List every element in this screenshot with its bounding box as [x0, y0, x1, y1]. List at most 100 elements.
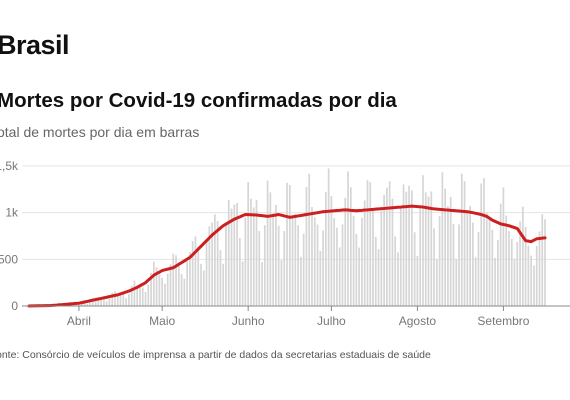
- daily-death-bar: [227, 200, 230, 306]
- daily-death-bar: [533, 265, 535, 306]
- daily-death-bar: [372, 208, 374, 306]
- daily-death-bar: [200, 263, 202, 306]
- daily-death-bar: [408, 185, 410, 306]
- daily-death-bar: [510, 238, 513, 306]
- daily-death-bar: [147, 284, 150, 306]
- y-axis-ticks: 0 500 1k 1,5k: [0, 159, 19, 313]
- daily-death-bar: [105, 301, 108, 306]
- daily-death-bar: [508, 231, 510, 306]
- daily-death-bar: [527, 245, 530, 306]
- y-tick-label: 0: [11, 299, 18, 313]
- daily-death-bar: [128, 294, 130, 306]
- daily-death-bar: [435, 259, 438, 306]
- daily-death-bar: [460, 173, 463, 306]
- daily-death-bar: [263, 225, 266, 306]
- moving-average-line: [27, 204, 547, 308]
- daily-death-bar: [108, 298, 111, 306]
- daily-death-bar: [416, 255, 419, 306]
- daily-death-bar: [433, 228, 435, 306]
- daily-death-bar: [463, 181, 466, 306]
- daily-death-bar: [241, 261, 244, 306]
- daily-death-bar: [424, 192, 427, 306]
- daily-death-bar: [477, 231, 480, 306]
- daily-death-bar: [94, 297, 97, 306]
- daily-death-bar: [430, 191, 433, 306]
- daily-death-bar: [294, 213, 297, 306]
- daily-death-bar: [366, 180, 369, 306]
- daily-death-bar: [485, 212, 488, 306]
- daily-death-bar: [399, 206, 402, 306]
- daily-death-bar: [91, 297, 94, 306]
- daily-death-bar: [441, 172, 444, 306]
- daily-death-bar: [191, 241, 194, 306]
- daily-death-bar: [100, 297, 102, 306]
- daily-death-bar: [297, 225, 299, 306]
- daily-death-bar: [391, 198, 394, 306]
- daily-death-bar: [183, 278, 186, 306]
- x-tick-label: Setembro: [477, 314, 529, 328]
- daily-death-bar: [144, 292, 147, 306]
- daily-death-bar: [505, 215, 508, 306]
- daily-death-bar: [347, 171, 349, 306]
- daily-death-bar: [322, 230, 324, 306]
- x-tick-label: Junho: [232, 314, 265, 328]
- daily-death-bar: [150, 272, 152, 306]
- daily-death-bar: [472, 222, 474, 306]
- daily-death-bar: [316, 224, 319, 306]
- daily-death-bar: [338, 247, 341, 306]
- daily-death-bar: [211, 222, 213, 306]
- daily-death-bar: [166, 273, 169, 306]
- daily-death-bar: [544, 219, 546, 306]
- daily-death-bar: [222, 263, 225, 306]
- daily-death-bar: [180, 274, 183, 306]
- daily-death-bar: [130, 285, 133, 306]
- daily-death-bar: [483, 178, 485, 306]
- daily-death-bar: [488, 219, 491, 306]
- daily-death-bar: [205, 240, 208, 306]
- daily-death-bar: [172, 253, 175, 306]
- daily-death-bar: [202, 270, 205, 306]
- daily-death-bar: [341, 224, 344, 306]
- daily-death-bar: [266, 180, 269, 306]
- daily-death-bar: [358, 247, 361, 306]
- daily-death-bar: [272, 213, 275, 306]
- daily-death-bar: [388, 181, 391, 306]
- daily-death-bar: [261, 262, 263, 306]
- daily-death-bar: [305, 186, 308, 306]
- daily-death-bar: [155, 267, 158, 306]
- daily-death-bar: [247, 182, 250, 306]
- daily-death-bar: [466, 210, 469, 306]
- daily-death-bar: [114, 291, 116, 306]
- daily-death-bar: [330, 196, 333, 306]
- y-tick-label: 500: [0, 252, 18, 266]
- daily-death-bar: [397, 252, 399, 306]
- daily-death-bar: [286, 182, 288, 306]
- daily-death-bar: [455, 259, 458, 306]
- daily-death-bar: [374, 236, 377, 306]
- y-tick-label: 1k: [5, 206, 19, 220]
- daily-death-bar: [122, 294, 125, 306]
- daily-death-bar: [302, 233, 305, 306]
- daily-death-bar: [219, 250, 222, 306]
- x-axis-ticks: Abril Maio Junho Julho Agosto Setembro: [67, 306, 530, 328]
- daily-death-bar: [377, 249, 380, 306]
- daily-death-bar: [333, 217, 336, 306]
- daily-death-bar: [363, 200, 366, 306]
- daily-death-bar: [394, 236, 397, 306]
- daily-death-bar: [269, 192, 272, 306]
- daily-death-bar: [250, 198, 252, 306]
- daily-death-bar: [349, 187, 352, 306]
- daily-death-bar: [86, 303, 89, 306]
- daily-death-bar: [352, 215, 355, 306]
- daily-death-bar: [291, 215, 294, 306]
- daily-death-bar: [233, 204, 236, 306]
- daily-death-bar: [427, 196, 430, 306]
- daily-death-bar: [119, 293, 122, 306]
- daily-death-bar: [133, 280, 136, 306]
- daily-death-bar: [405, 191, 408, 306]
- chart-source-note: onte: Consórcio de veículos de imprensa …: [0, 349, 431, 361]
- daily-death-bar: [283, 231, 286, 306]
- daily-death-bar: [313, 217, 316, 306]
- daily-death-bar: [502, 187, 505, 306]
- daily-death-bar: [447, 206, 449, 306]
